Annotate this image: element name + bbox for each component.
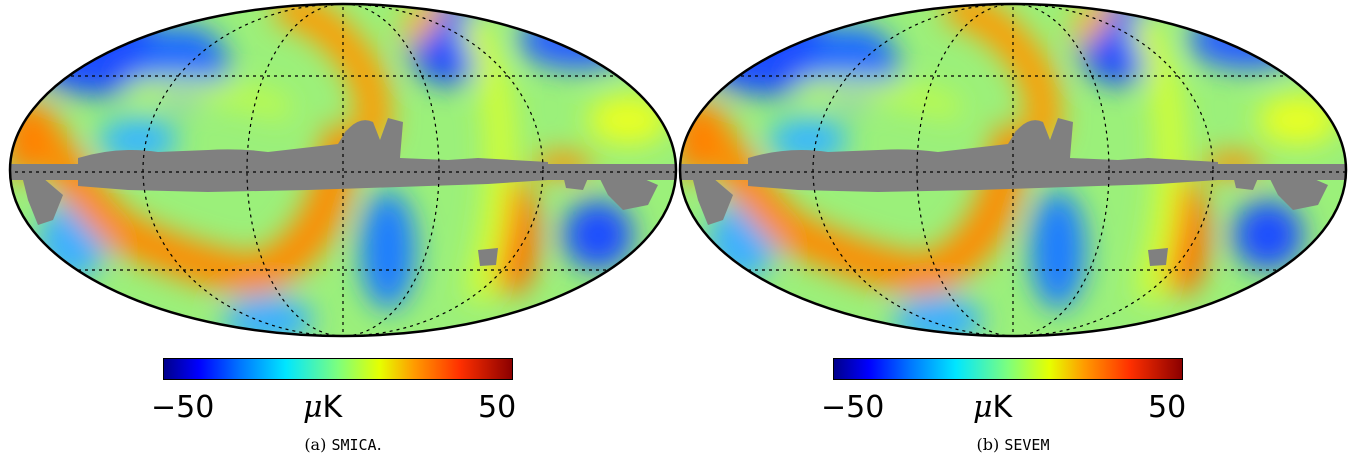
sky-map-mollweide — [8, 2, 678, 338]
colorbar-min-label: −50 — [151, 390, 215, 425]
colorbar-max-label: 50 — [1148, 390, 1187, 425]
galactic-mask — [10, 118, 676, 266]
colorbar-max-label: 50 — [478, 390, 517, 425]
panel-sevem: −50 μK 50 (b) SEVEM — [678, 0, 1348, 461]
method-name: SEVEM — [1004, 436, 1050, 454]
sky-map-mollweide — [678, 2, 1348, 338]
colorbar-unit-label: μK — [303, 390, 343, 425]
map-boundary — [678, 2, 1348, 338]
colorbar — [833, 358, 1183, 380]
colorbar-unit-label: μK — [973, 390, 1013, 425]
panel-smica: −50 μK 50 (a) SMICA. — [8, 0, 678, 461]
galactic-mask — [680, 118, 1346, 266]
graticule — [10, 4, 676, 336]
map-boundary — [8, 2, 678, 338]
caption: (b) SEVEM — [976, 435, 1050, 454]
caption: (a) SMICA. — [304, 435, 382, 454]
graticule — [680, 4, 1346, 336]
colorbar-min-label: −50 — [821, 390, 885, 425]
method-name: SMICA — [331, 436, 377, 454]
colorbar — [163, 358, 513, 380]
